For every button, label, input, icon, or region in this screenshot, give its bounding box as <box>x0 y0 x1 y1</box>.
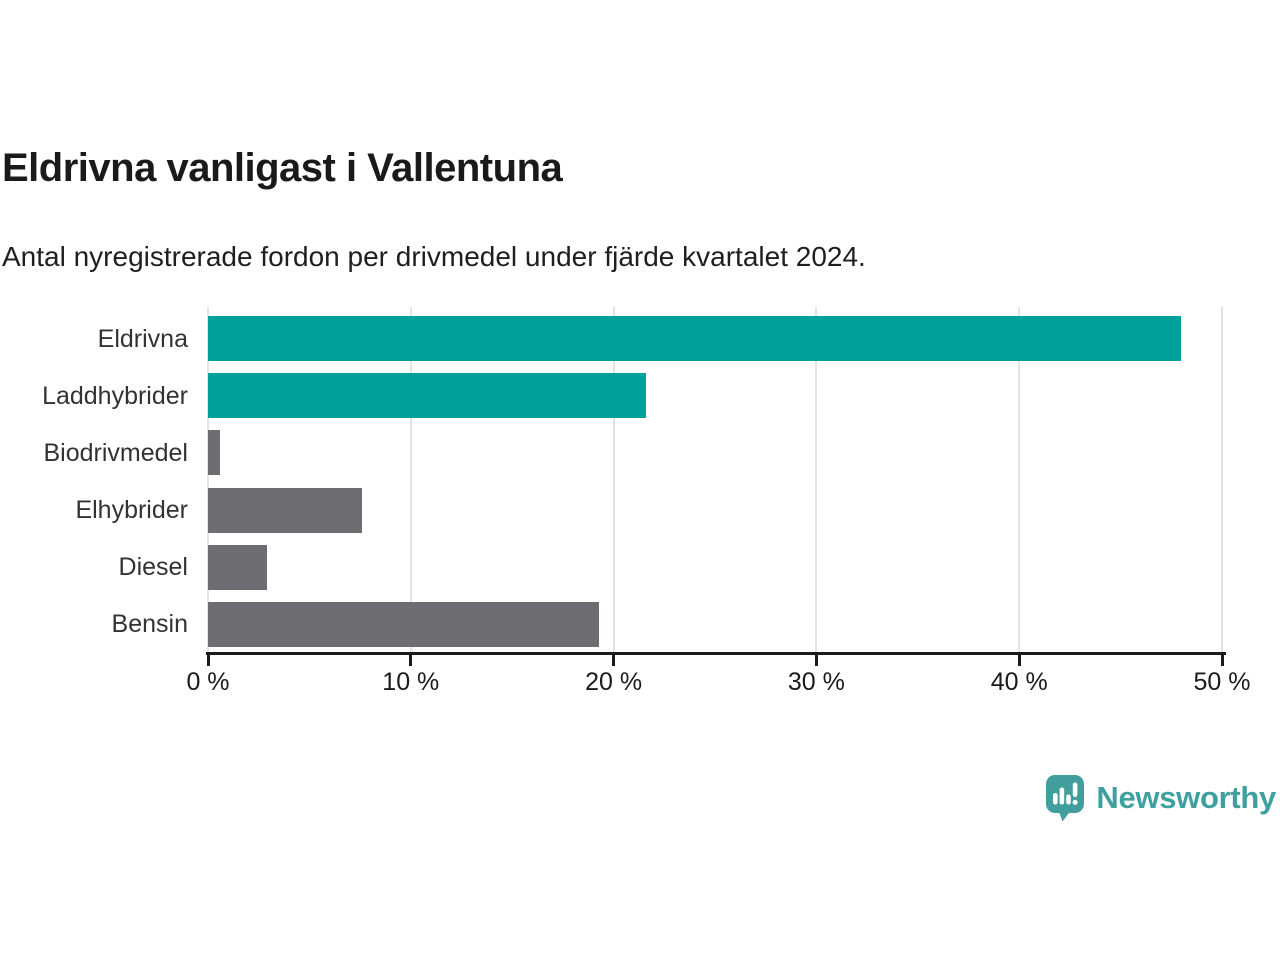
x-tick-label-50: 50 % <box>1193 668 1251 696</box>
category-label-diesel: Diesel <box>118 553 188 582</box>
bar-bensin <box>208 601 600 647</box>
gridline-50 <box>1221 307 1223 653</box>
x-tick-10 <box>409 654 413 666</box>
x-tick-label-10: 10 % <box>382 668 440 696</box>
x-tick-30 <box>814 654 818 666</box>
category-label-eldrivna: Eldrivna <box>97 324 188 353</box>
gridline-40 <box>1018 307 1021 653</box>
gridline-0 <box>207 307 209 653</box>
x-tick-label-0: 0 % <box>186 668 230 696</box>
x-tick-label-40: 40 % <box>990 668 1048 696</box>
bar-eldrivna <box>208 316 1182 362</box>
category-label-biodrivmedel: Biodrivmedel <box>43 438 188 467</box>
gridline-30 <box>815 307 818 653</box>
category-label-elhybrider: Elhybrider <box>75 496 188 525</box>
brand-name: Newsworthy <box>1096 780 1276 815</box>
bar-laddhybrider <box>208 373 647 419</box>
bar-elhybrider <box>208 487 363 533</box>
category-label-laddhybrider: Laddhybrider <box>42 381 188 410</box>
bar-biodrivmedel <box>208 430 221 476</box>
x-tick-0 <box>206 654 210 666</box>
x-tick-label-30: 30 % <box>787 668 845 696</box>
x-tick-label-20: 20 % <box>585 668 643 696</box>
x-axis-line <box>206 652 1226 655</box>
x-tick-50 <box>1220 654 1224 666</box>
gridline-10 <box>409 307 412 653</box>
x-tick-40 <box>1017 654 1021 666</box>
chart-title: Eldrivna vanligast i Vallentuna <box>2 146 563 190</box>
brand-footer: Newsworthy <box>1043 774 1276 822</box>
x-tick-20 <box>612 654 616 666</box>
newsworthy-logo-icon <box>1043 774 1087 822</box>
category-label-bensin: Bensin <box>111 610 188 639</box>
bar-diesel <box>208 544 267 590</box>
gridline-20 <box>612 307 615 653</box>
chart-subtitle: Antal nyregistrerade fordon per drivmede… <box>2 241 866 272</box>
